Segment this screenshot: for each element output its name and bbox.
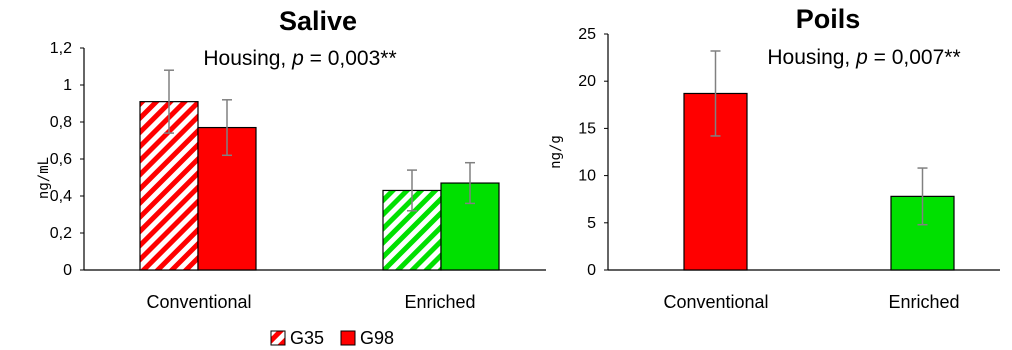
- y-tick-label: 5: [587, 215, 596, 232]
- y-axis-ticks: 0 5 10 15 20 25: [578, 26, 609, 279]
- chart-annotation: Housing, p = 0,003**: [203, 47, 396, 70]
- error-bars: [164, 69, 475, 212]
- y-tick-label: 0,4: [50, 188, 72, 205]
- y-axis-label: ng/mL: [36, 157, 52, 199]
- annotation-suffix: = 0,003**: [304, 47, 397, 70]
- bars: [139, 101, 500, 271]
- y-tick-label: 15: [578, 120, 596, 137]
- legend-label-g35: G35: [290, 328, 324, 348]
- legend: G35 G98: [270, 328, 394, 348]
- chart-title: Salive: [279, 6, 357, 36]
- y-tick-label: 0: [587, 262, 596, 279]
- y-tick-label: 0: [63, 262, 72, 279]
- chart-annotation: Housing, p = 0,007**: [767, 46, 960, 69]
- y-tick-label: 20: [578, 73, 596, 90]
- category-label-enriched: Enriched: [404, 292, 475, 312]
- y-tick-label: 1: [63, 77, 72, 94]
- y-tick-label: 0,6: [50, 151, 72, 168]
- y-tick-label: 0,8: [50, 114, 72, 131]
- legend-swatch-g98: [340, 330, 356, 346]
- category-label-enriched: Enriched: [888, 292, 959, 312]
- chart-salive: Salive Housing, p = 0,003** ng/mL 0 0,2 0,…: [36, 6, 546, 312]
- legend-swatch-g35: [270, 330, 286, 346]
- annotation-p: p: [291, 47, 304, 70]
- y-tick-label: 25: [578, 26, 596, 43]
- y-tick-label: 0,2: [50, 225, 72, 242]
- annotation-prefix: Housing,: [203, 47, 292, 70]
- chart-title: Poils: [796, 4, 861, 34]
- category-label-conventional: Conventional: [663, 292, 768, 312]
- y-tick-label: 1,2: [50, 40, 72, 57]
- legend-label-g98: G98: [360, 328, 394, 348]
- y-tick-label: 10: [578, 168, 596, 185]
- category-label-conventional: Conventional: [146, 292, 251, 312]
- chart-poils: Poils Housing, p = 0,007** ng/g 0 5 10 15 20…: [548, 4, 1000, 312]
- annotation-suffix: = 0,007**: [868, 46, 961, 69]
- annotation-prefix: Housing,: [767, 46, 856, 69]
- y-axis-ticks: 0 0,2 0,4 0,6 0,8 1 1,2: [50, 40, 85, 279]
- y-axis-label: ng/g: [548, 135, 564, 169]
- annotation-p: p: [855, 46, 868, 69]
- error-bars: [710, 50, 928, 226]
- bars: [683, 92, 955, 271]
